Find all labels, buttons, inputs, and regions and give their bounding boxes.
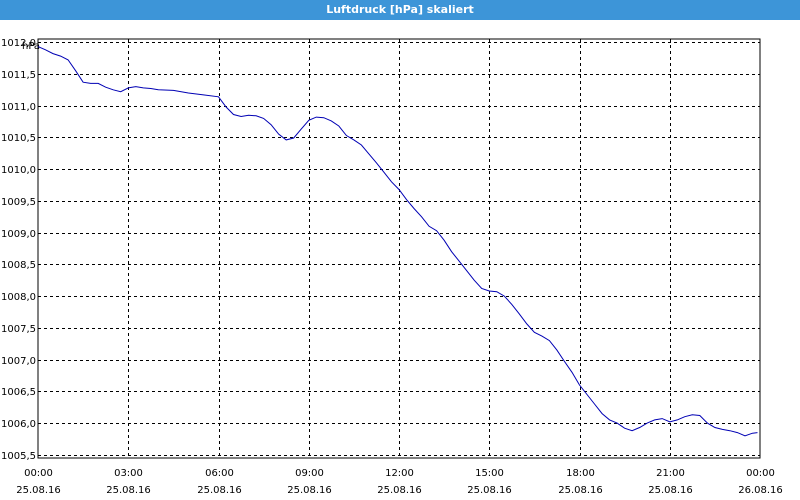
x-tick-time-label: 06:00 xyxy=(205,468,234,479)
x-tick-date-label: 25.08.16 xyxy=(16,485,61,496)
x-tick-time-label: 00:00 xyxy=(746,468,775,479)
y-tick-label: 1010,0 xyxy=(1,165,36,176)
x-tick-time-label: 00:00 xyxy=(24,468,53,479)
x-tick-date-label: 25.08.16 xyxy=(197,485,242,496)
y-tick-label: 1005,5 xyxy=(1,451,36,462)
chart-title: Luftdruck [hPa] skaliert xyxy=(0,0,800,20)
x-tick-date-label: 25.08.16 xyxy=(377,485,422,496)
x-tick-time-label: 12:00 xyxy=(385,468,414,479)
y-tick-label: 1008,5 xyxy=(1,260,36,271)
x-tick-date-label: 25.08.16 xyxy=(106,485,151,496)
x-tick-labels: 00:00 25.08.16 03:00 25.08.16 06:00 25.08.16 0… xyxy=(16,468,783,496)
y-tick-label: 1007,5 xyxy=(1,324,36,335)
pressure-series-line xyxy=(37,46,758,437)
x-tick-date-label: 25.08.16 xyxy=(648,485,693,496)
x-tick-date-label: 25.08.16 xyxy=(287,485,332,496)
y-tick-label: 1012,0 xyxy=(1,38,36,49)
x-tick-time-label: 03:00 xyxy=(114,468,143,479)
plot-frame xyxy=(37,38,761,459)
y-tick-label: 1010,5 xyxy=(1,133,36,144)
pressure-chart: hPa 1005,5 1006,0 1006,5 1007,0 1007,5 1008,0… xyxy=(0,20,800,500)
x-tick-date-label: 25.08.16 xyxy=(467,485,512,496)
y-tick-labels: 1005,5 1006,0 1006,5 1007,0 1007,5 1008,0 1008… xyxy=(1,38,36,462)
y-tick-label: 1007,0 xyxy=(1,356,36,367)
y-tick-label: 1006,0 xyxy=(1,419,36,430)
y-axis-unit-label: hPa xyxy=(22,41,40,52)
y-tick-label: 1009,0 xyxy=(1,229,36,240)
grid-lines xyxy=(38,39,760,458)
x-tick-time-label: 09:00 xyxy=(295,468,324,479)
y-tick-label: 1008,0 xyxy=(1,292,36,303)
y-tick-label: 1011,0 xyxy=(1,102,36,113)
x-tick-time-label: 18:00 xyxy=(566,468,595,479)
x-tick-date-label: 25.08.16 xyxy=(558,485,603,496)
x-tick-time-label: 15:00 xyxy=(475,468,504,479)
y-tick-label: 1009,5 xyxy=(1,197,36,208)
x-tick-date-label: 26.08.16 xyxy=(738,485,783,496)
y-tick-label: 1011,5 xyxy=(1,70,36,81)
x-tick-time-label: 21:00 xyxy=(656,468,685,479)
y-tick-label: 1006,5 xyxy=(1,387,36,398)
